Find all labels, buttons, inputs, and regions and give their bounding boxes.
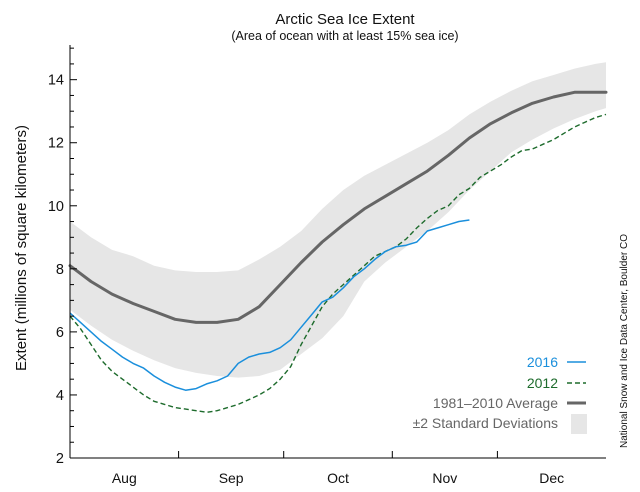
x-tick-label: Oct (327, 470, 349, 486)
y-tick-label: 4 (56, 388, 64, 404)
y-tick-label: 10 (48, 199, 64, 215)
x-tick-label: Nov (432, 470, 457, 486)
std-dev-band-layer (70, 62, 606, 378)
y-tick-label: 8 (56, 262, 64, 278)
legend: 2016 2012 1981–2010 Average ±2 Standard Dev… (413, 354, 587, 434)
y-tick-label: 14 (48, 73, 64, 89)
series-line-layer (68, 90, 608, 414)
x-tick-label: Dec (539, 470, 564, 486)
legend-swatch (571, 414, 587, 434)
legend-label: 2012 (527, 375, 558, 391)
std-dev-band (70, 62, 606, 378)
series-2012-line (69, 113, 607, 414)
x-tick-label: Sep (219, 470, 244, 486)
y-tick-label: 2 (56, 451, 64, 467)
x-tick-label: Aug (112, 470, 137, 486)
y-axis-label: Extent (millions of square kilometers) (13, 125, 30, 371)
legend-label: 2016 (527, 354, 558, 370)
axis-layer: 2 4 6 8 10 12 14 Aug Sep Oct Nov Dec (48, 45, 606, 486)
y-tick-label: 12 (48, 136, 64, 152)
legend-label: ±2 Standard Deviations (413, 415, 558, 431)
legend-label: 1981–2010 Average (433, 395, 558, 411)
series-2016-line (69, 219, 470, 391)
chart-title: Arctic Sea Ice Extent (275, 11, 415, 28)
chart-subtitle: (Area of ocean with at least 15% sea ice… (231, 29, 458, 43)
credit-text: National Snow and Ice Data Center, Bould… (619, 234, 630, 448)
average-line (68, 90, 608, 324)
y-tick-label: 6 (56, 325, 64, 341)
